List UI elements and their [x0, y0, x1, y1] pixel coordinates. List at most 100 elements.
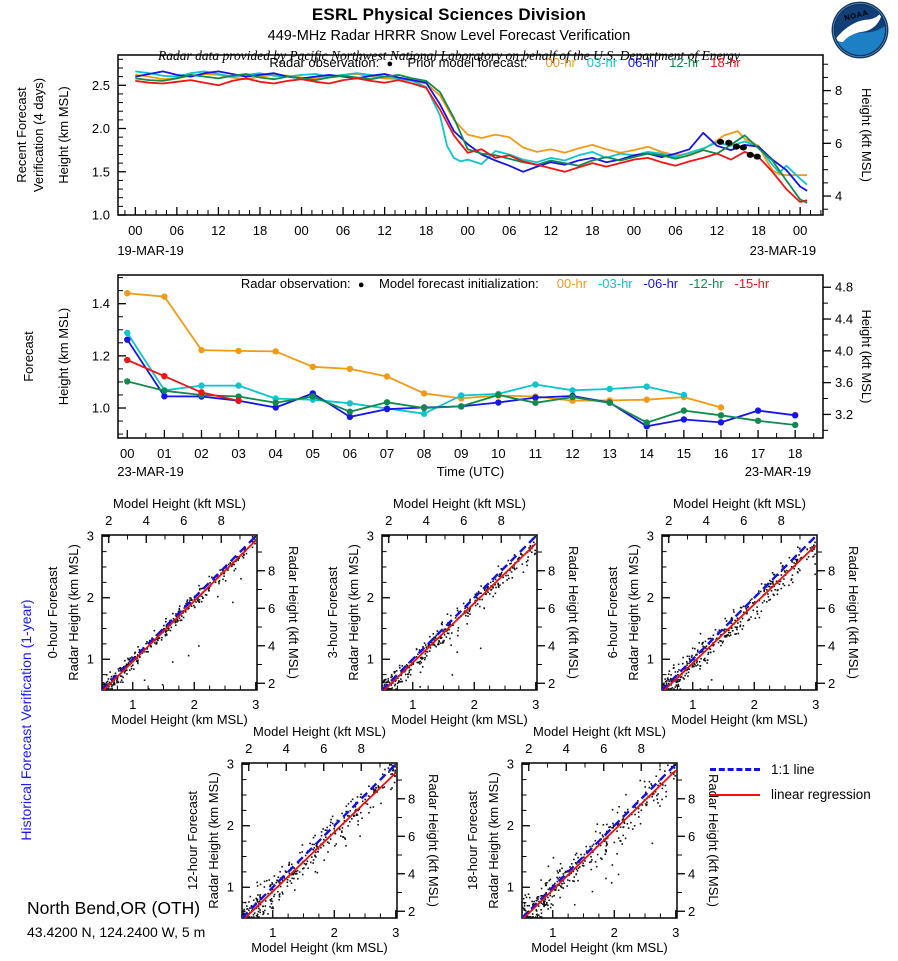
svg-text:3: 3 — [367, 529, 374, 544]
station-name: North Bend,OR (OTH) — [27, 898, 201, 918]
svg-text:Model Height (kft MSL): Model Height (kft MSL) — [113, 496, 246, 511]
svg-text:Radar Height (km MSL): Radar Height (km MSL) — [66, 544, 81, 681]
svg-text:Model Height (km MSL): Model Height (km MSL) — [251, 940, 388, 955]
svg-text:Model Height (km MSL): Model Height (km MSL) — [391, 712, 528, 727]
svg-text:6: 6 — [548, 601, 555, 616]
svg-text:1.0: 1.0 — [92, 208, 110, 223]
svg-text:01: 01 — [157, 446, 171, 461]
svg-text:Model Height (kft MSL): Model Height (kft MSL) — [393, 496, 526, 511]
svg-text:2: 2 — [227, 818, 234, 833]
svg-text:4: 4 — [563, 741, 570, 756]
svg-text:18: 18 — [585, 223, 599, 238]
svg-text:2: 2 — [828, 676, 835, 691]
svg-text:00: 00 — [627, 223, 641, 238]
svg-text:03: 03 — [231, 446, 245, 461]
svg-text:Model Height (km MSL): Model Height (km MSL) — [111, 712, 248, 727]
svg-text:3.6: 3.6 — [835, 375, 853, 390]
svg-text:4.4: 4.4 — [835, 312, 853, 327]
page-subtitle: 449-MHz Radar HRRR Snow Level Forecast V… — [267, 28, 631, 44]
scatter-legend: 1:1 line linear regression — [710, 762, 871, 812]
svg-text:4: 4 — [835, 189, 842, 204]
svg-text:1: 1 — [409, 697, 416, 712]
svg-text:06: 06 — [668, 223, 682, 238]
svg-text:4: 4 — [688, 866, 695, 881]
svg-text:Model Height (km MSL): Model Height (km MSL) — [671, 712, 808, 727]
svg-text:1.0: 1.0 — [92, 401, 110, 416]
recent-verification-chart: 00 06 12 18 00 06 12 18 00 06 12 18 00 06 12 18 00 1.0 1.5… — [0, 50, 898, 270]
svg-text:23-MAR-19: 23-MAR-19 — [745, 464, 811, 479]
svg-text:23-MAR-19: 23-MAR-19 — [750, 243, 816, 258]
svg-text:Radar Height (kft MSL): Radar Height (kft MSL) — [566, 546, 581, 679]
svg-text:Height (kft MSL): Height (kft MSL) — [859, 88, 874, 182]
svg-text:6: 6 — [320, 741, 327, 756]
svg-text:Radar observation: ● Model: Radar observation: ● Model forecast init… — [241, 276, 770, 291]
forecast-chart: 00 01 02 03 04 05 06 07 08 09 10 11 12 13 14 15 16 17 18 1.… — [0, 268, 898, 491]
svg-text:4: 4 — [548, 638, 555, 653]
svg-text:Radar Height (km MSL): Radar Height (km MSL) — [346, 544, 361, 681]
svg-text:2: 2 — [87, 590, 94, 605]
one-to-one-label: 1:1 line — [771, 762, 815, 777]
svg-text:15: 15 — [677, 446, 691, 461]
svg-text:Time (UTC): Time (UTC) — [437, 464, 504, 479]
svg-text:4: 4 — [283, 741, 290, 756]
svg-text:8: 8 — [778, 513, 785, 528]
svg-text:Radar observation: ● Prior: Radar observation: ● Prior model forecas… — [269, 55, 741, 70]
svg-text:Model Height (kft MSL): Model Height (kft MSL) — [253, 724, 386, 739]
svg-text:4: 4 — [268, 638, 275, 653]
svg-text:8: 8 — [548, 563, 555, 578]
regression-line-sample — [710, 793, 760, 796]
noaa-logo: NOAA — [825, 0, 895, 65]
svg-text:3-hour Forecast: 3-hour Forecast — [325, 566, 340, 658]
svg-text:3: 3 — [227, 757, 234, 772]
svg-text:6: 6 — [460, 513, 467, 528]
svg-text:2.5: 2.5 — [92, 78, 110, 93]
svg-text:8: 8 — [835, 83, 842, 98]
svg-text:4: 4 — [703, 513, 710, 528]
svg-text:8: 8 — [638, 741, 645, 756]
svg-text:Forecast: Forecast — [21, 331, 36, 382]
one-to-one-line-sample — [710, 768, 760, 771]
scatter-12-hour: 1 1 2 2 3 3 2 2 4 4 6 6 8 8 Model Height (kft MSL) Mode… — [182, 722, 482, 961]
svg-text:8: 8 — [688, 791, 695, 806]
svg-text:3: 3 — [647, 529, 654, 544]
svg-text:8: 8 — [828, 563, 835, 578]
station-coords: 43.4200 N, 124.2400 W, 5 m — [27, 924, 206, 940]
svg-text:2: 2 — [367, 590, 374, 605]
svg-text:2: 2 — [331, 925, 338, 940]
noaa-bird-icon — [834, 10, 883, 43]
svg-text:2: 2 — [525, 741, 532, 756]
svg-text:1.4: 1.4 — [92, 296, 110, 311]
svg-text:3: 3 — [392, 925, 399, 940]
svg-text:Height (km MSL): Height (km MSL) — [56, 86, 71, 184]
svg-text:06: 06 — [343, 446, 357, 461]
svg-text:2: 2 — [548, 676, 555, 691]
svg-text:2: 2 — [611, 925, 618, 940]
svg-text:08: 08 — [417, 446, 431, 461]
svg-text:12: 12 — [565, 446, 579, 461]
svg-text:12-hour Forecast: 12-hour Forecast — [185, 791, 200, 890]
svg-text:Model Height (km MSL): Model Height (km MSL) — [531, 940, 668, 955]
svg-text:Radar Height (km MSL): Radar Height (km MSL) — [206, 772, 221, 909]
svg-text:6-hour Forecast: 6-hour Forecast — [605, 566, 620, 658]
regression-legend-item: linear regression — [710, 787, 871, 802]
svg-text:1: 1 — [227, 880, 234, 895]
svg-text:8: 8 — [498, 513, 505, 528]
svg-text:06: 06 — [336, 223, 350, 238]
svg-text:17: 17 — [751, 446, 765, 461]
svg-text:1: 1 — [647, 652, 654, 667]
svg-text:16: 16 — [714, 446, 728, 461]
svg-text:3: 3 — [252, 697, 259, 712]
svg-text:18: 18 — [788, 446, 802, 461]
svg-text:6: 6 — [600, 741, 607, 756]
svg-text:8: 8 — [218, 513, 225, 528]
svg-text:Radar Height (kft MSL): Radar Height (kft MSL) — [706, 774, 721, 907]
svg-text:06: 06 — [502, 223, 516, 238]
svg-text:1.2: 1.2 — [92, 348, 110, 363]
svg-text:2: 2 — [268, 676, 275, 691]
svg-text:11: 11 — [529, 446, 543, 461]
svg-text:1: 1 — [689, 697, 696, 712]
regression-label: linear regression — [771, 787, 871, 802]
svg-text:3.2: 3.2 — [835, 407, 853, 422]
historical-verification-label: Historical Forecast Verification (1-year… — [18, 599, 34, 841]
